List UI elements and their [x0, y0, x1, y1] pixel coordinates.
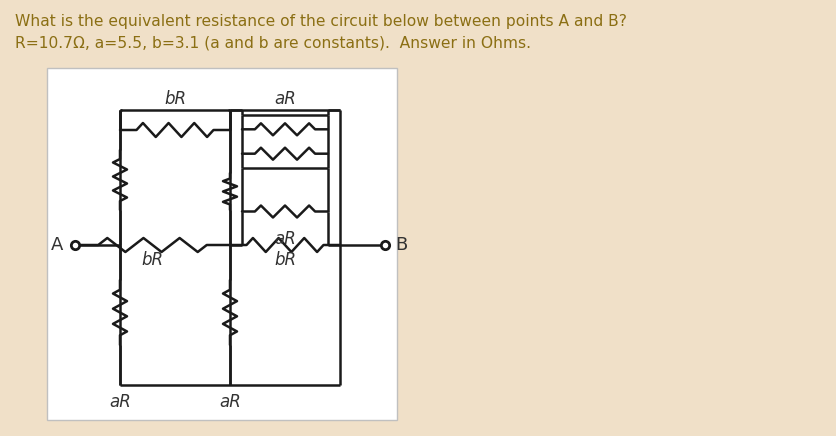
Text: R=10.7Ω, a=5.5, b=3.1 (a and b are constants).  Answer in Ohms.: R=10.7Ω, a=5.5, b=3.1 (a and b are const… [15, 36, 530, 51]
Text: aR: aR [109, 393, 130, 411]
Text: What is the equivalent resistance of the circuit below between points A and B?: What is the equivalent resistance of the… [15, 14, 626, 29]
Text: bR: bR [273, 251, 296, 269]
Text: bR: bR [164, 90, 186, 108]
Text: aR: aR [274, 229, 295, 248]
Text: A: A [50, 236, 63, 254]
Bar [47, 68, 396, 420]
Text: aR: aR [219, 393, 241, 411]
Text: aR: aR [274, 90, 295, 108]
Text: B: B [395, 236, 407, 254]
Text: bR: bR [141, 251, 163, 269]
